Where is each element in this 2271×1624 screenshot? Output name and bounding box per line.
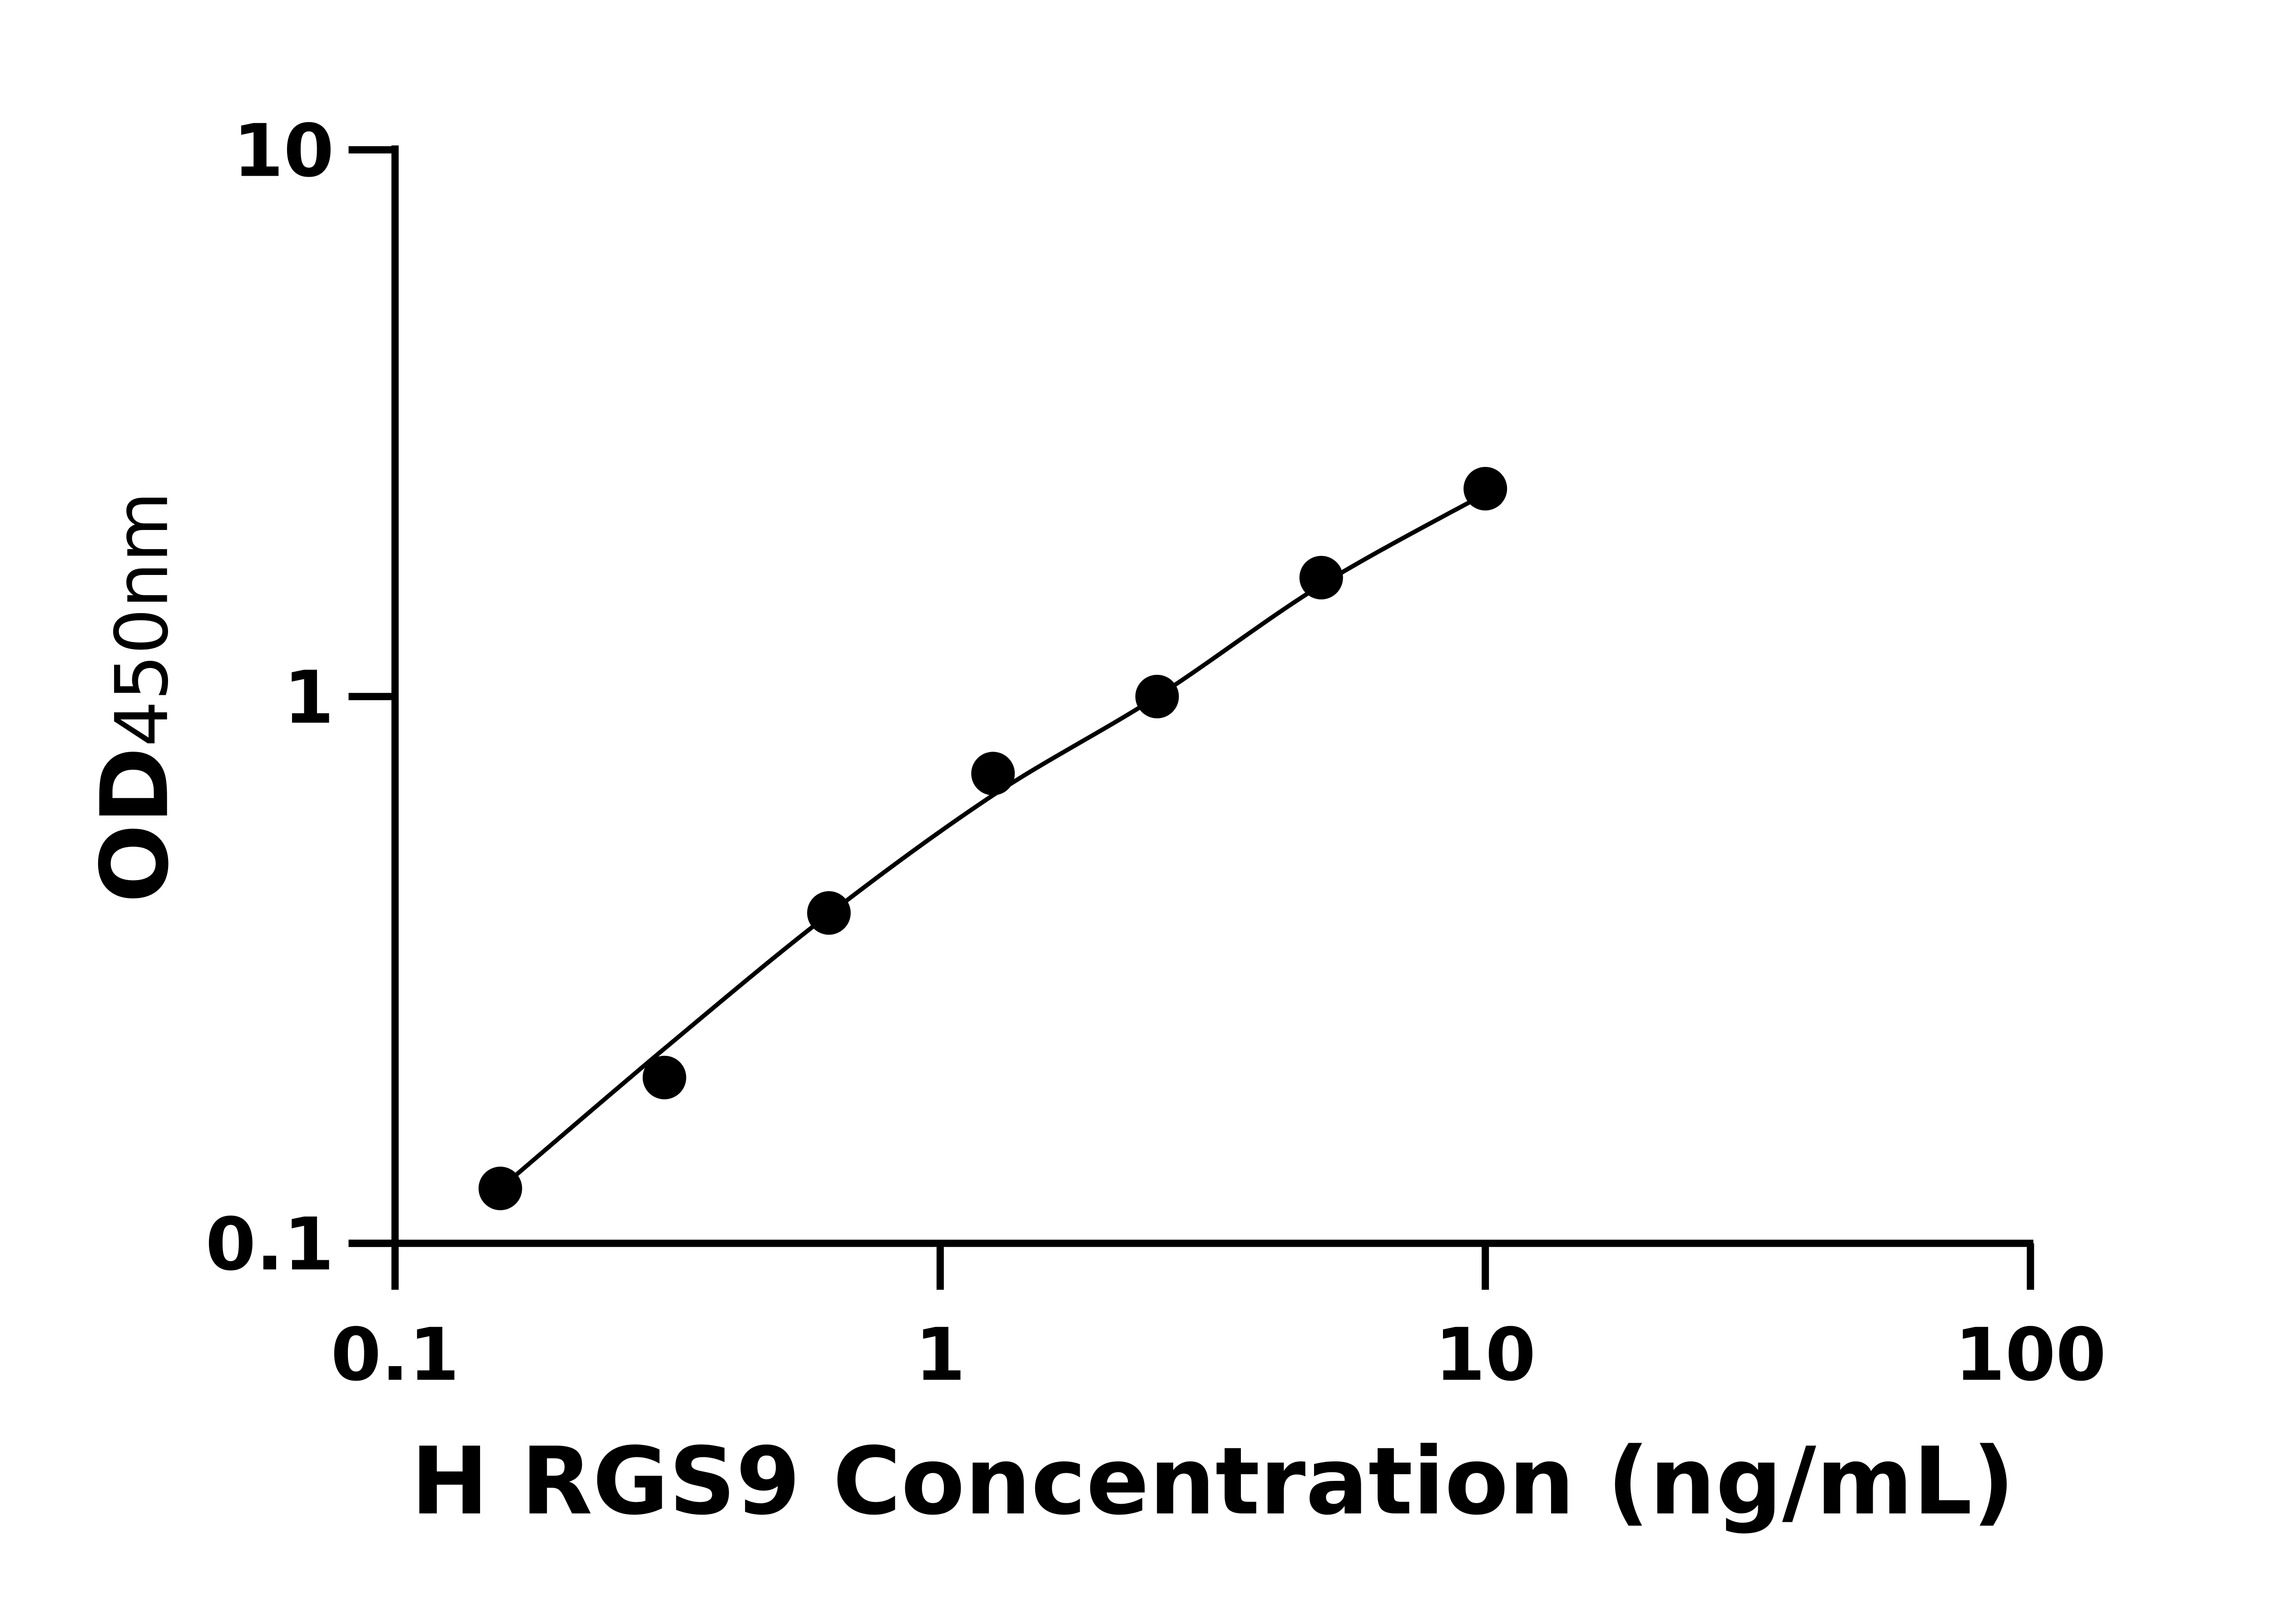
data-point xyxy=(1299,555,1343,599)
data-point xyxy=(807,891,851,935)
x-axis-label: H RGS9 Concentration (ng/mL) xyxy=(411,1427,2014,1535)
y-axis-label: OD450nm xyxy=(81,491,189,903)
x-tick-label: 10 xyxy=(1435,1312,1536,1397)
data-point xyxy=(642,1055,686,1099)
axes xyxy=(348,145,2033,1290)
y-axis-label-sub: 450nm xyxy=(100,491,184,747)
y-tick-label: 0.1 xyxy=(205,1202,334,1287)
data-point xyxy=(971,752,1015,796)
x-tick-label: 100 xyxy=(1955,1312,2107,1397)
x-tick-label: 1 xyxy=(915,1312,965,1397)
data-point xyxy=(1135,674,1179,718)
y-tick-label: 10 xyxy=(233,109,334,193)
y-axis-label-main: OD xyxy=(81,747,189,903)
x-tick-label: 0.1 xyxy=(331,1312,459,1397)
data-point xyxy=(1463,467,1507,510)
y-tick-label: 1 xyxy=(283,655,334,740)
data-point xyxy=(478,1166,522,1210)
